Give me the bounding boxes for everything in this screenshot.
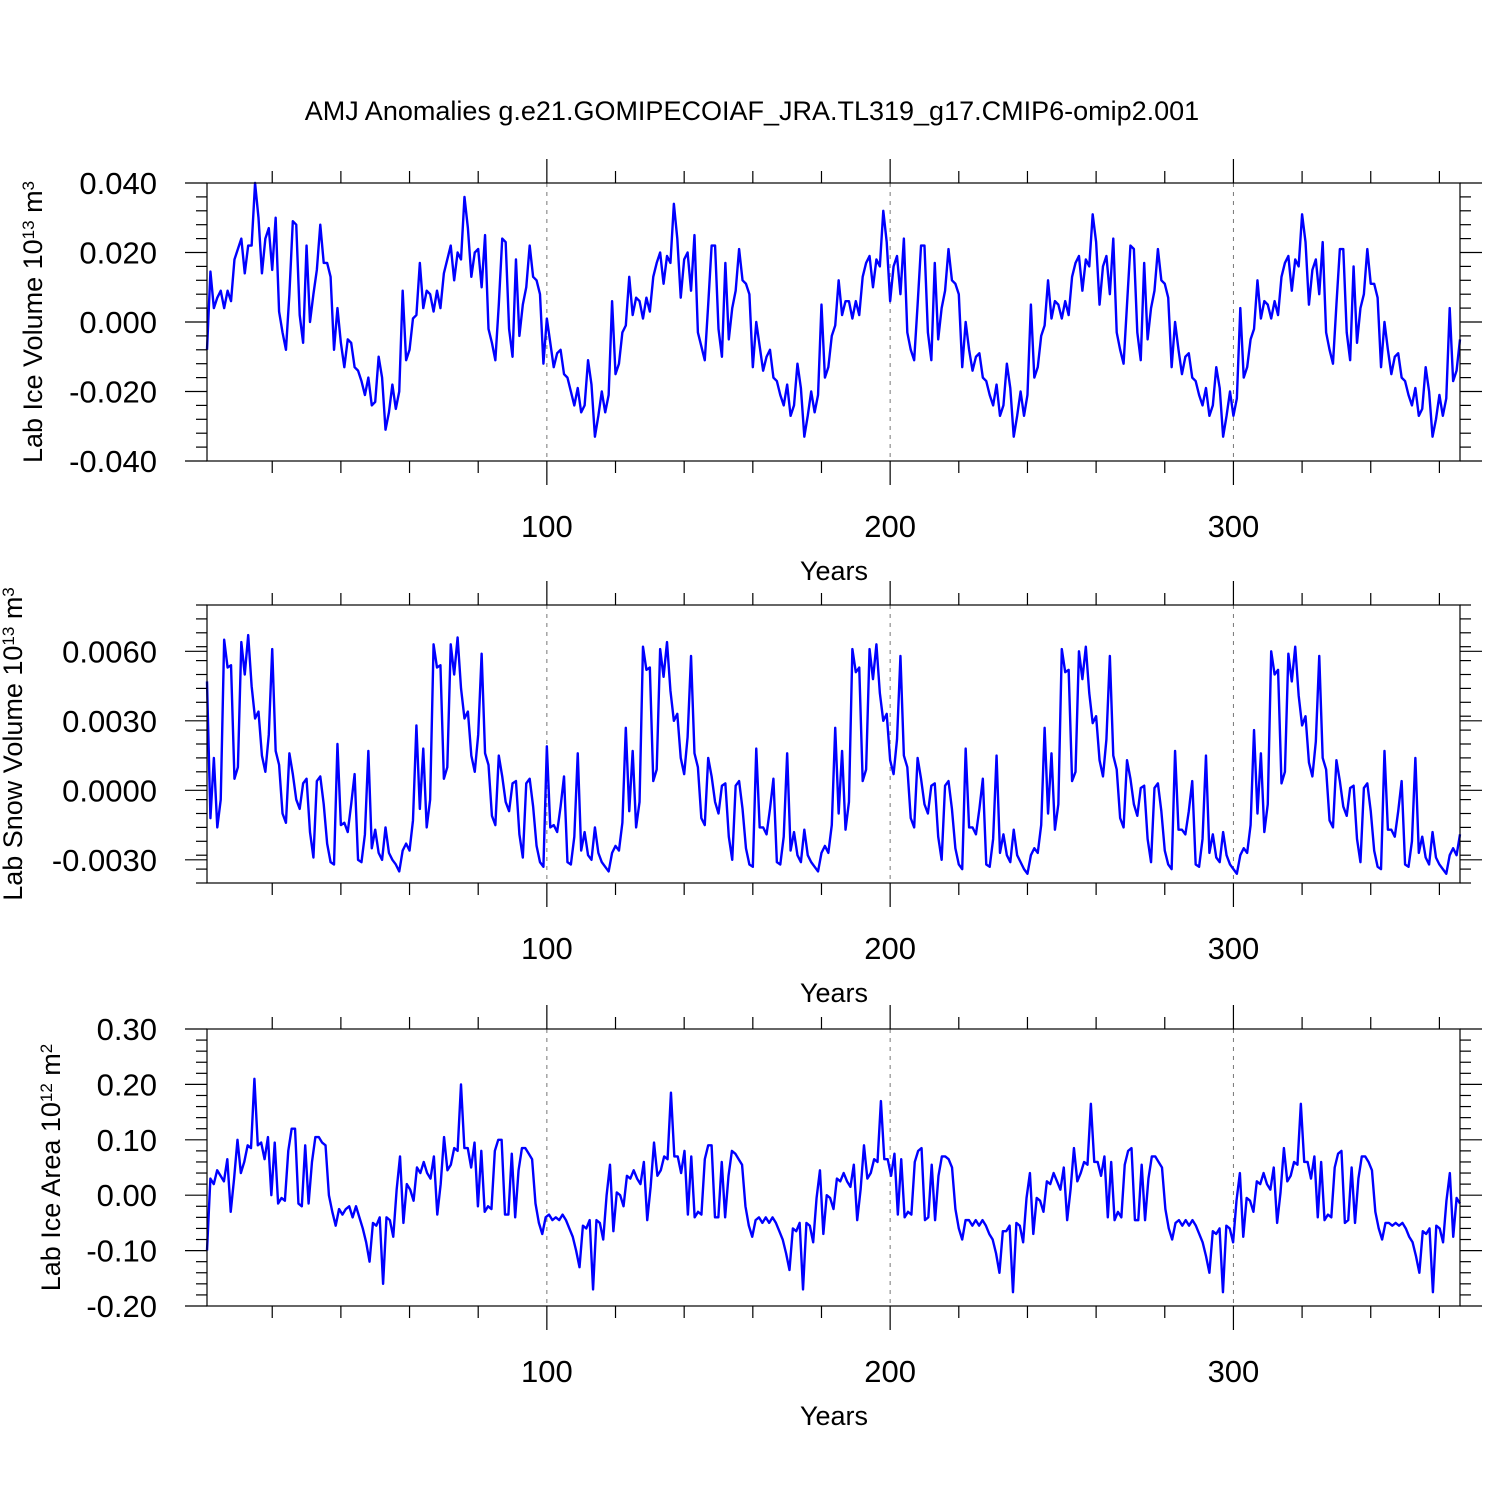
x-tick-label: 100 xyxy=(521,1354,573,1389)
x-tick-label: 200 xyxy=(864,1354,916,1389)
y-tick-label: 0.30 xyxy=(97,1012,157,1047)
plot-frame xyxy=(206,1028,1461,1307)
x-tick-label: 300 xyxy=(1208,509,1260,544)
y-tick-label: 0.20 xyxy=(97,1067,157,1102)
y-tick-label: 0.000 xyxy=(79,305,157,340)
y-tick-label: 0.0060 xyxy=(62,634,157,669)
y-axis-label-text: Lab Snow Volume 10 xyxy=(0,646,28,901)
y-axis-label-text: Lab Ice Area 10 xyxy=(36,1102,66,1291)
y-tick-label: 0.0030 xyxy=(62,704,157,739)
y-tick-label: 0.040 xyxy=(79,166,157,201)
x-tick-label: 300 xyxy=(1208,931,1260,966)
series-line xyxy=(205,1077,1462,1294)
x-axis-label: Years xyxy=(800,556,868,586)
figure-title: AMJ Anomalies g.e21.GOMIPECOIAF_JRA.TL31… xyxy=(305,96,1199,126)
series-line xyxy=(205,181,1462,438)
y-tick-label: -0.10 xyxy=(86,1234,157,1269)
ice-volume-panel: -0.040 -0.020 0.000 0.020 0.040 100 200 300 Year… xyxy=(18,159,1482,586)
y-axis-label-text: m xyxy=(0,597,28,627)
snow-volume-panel: -0.0030 0.0000 0.0030 0.0060 100 200 300 Years L… xyxy=(0,581,1482,1008)
x-tick-label: 100 xyxy=(521,931,573,966)
y-axis-label-text: Lab Ice Volume 10 xyxy=(18,239,48,463)
y-axis-label-superscript: 3 xyxy=(19,181,38,190)
y-axis-label-superscript: 3 xyxy=(0,587,18,596)
y-tick-label: -0.0030 xyxy=(52,843,157,878)
y-axis-label: Lab Snow Volume 1013 m3 xyxy=(0,587,28,901)
y-tick-label: -0.020 xyxy=(69,375,157,410)
x-tick-label: 100 xyxy=(521,509,573,544)
y-axis-label-superscript: 2 xyxy=(37,1044,56,1053)
y-axis-label-superscript: 12 xyxy=(37,1083,56,1102)
x-tick-label: 200 xyxy=(864,509,916,544)
y-tick-label: 0.10 xyxy=(97,1123,157,1158)
series-line xyxy=(205,633,1462,875)
ice-area-panel: -0.20 -0.10 0.00 0.10 0.20 0.30 100 200 300 Years… xyxy=(36,1005,1482,1431)
y-tick-label: -0.040 xyxy=(69,444,157,479)
y-axis-label: Lab Ice Area 1012 m2 xyxy=(36,1044,66,1292)
y-axis-label-superscript: 13 xyxy=(0,627,18,646)
x-tick-label: 200 xyxy=(864,931,916,966)
y-axis-label-text: m xyxy=(36,1053,66,1083)
y-tick-label: 0.00 xyxy=(97,1178,157,1213)
y-axis-label-superscript: 13 xyxy=(19,220,38,239)
x-axis-label: Years xyxy=(800,1401,868,1431)
y-tick-label: -0.20 xyxy=(86,1289,157,1324)
x-tick-label: 300 xyxy=(1208,1354,1260,1389)
x-axis-label: Years xyxy=(800,978,868,1008)
y-axis-label: Lab Ice Volume 1013 m3 xyxy=(18,181,48,463)
plot-frame xyxy=(206,182,1461,462)
y-tick-label: 0.0000 xyxy=(62,773,157,808)
y-axis-label-text: m xyxy=(18,190,48,220)
y-tick-label: 0.020 xyxy=(79,236,157,271)
